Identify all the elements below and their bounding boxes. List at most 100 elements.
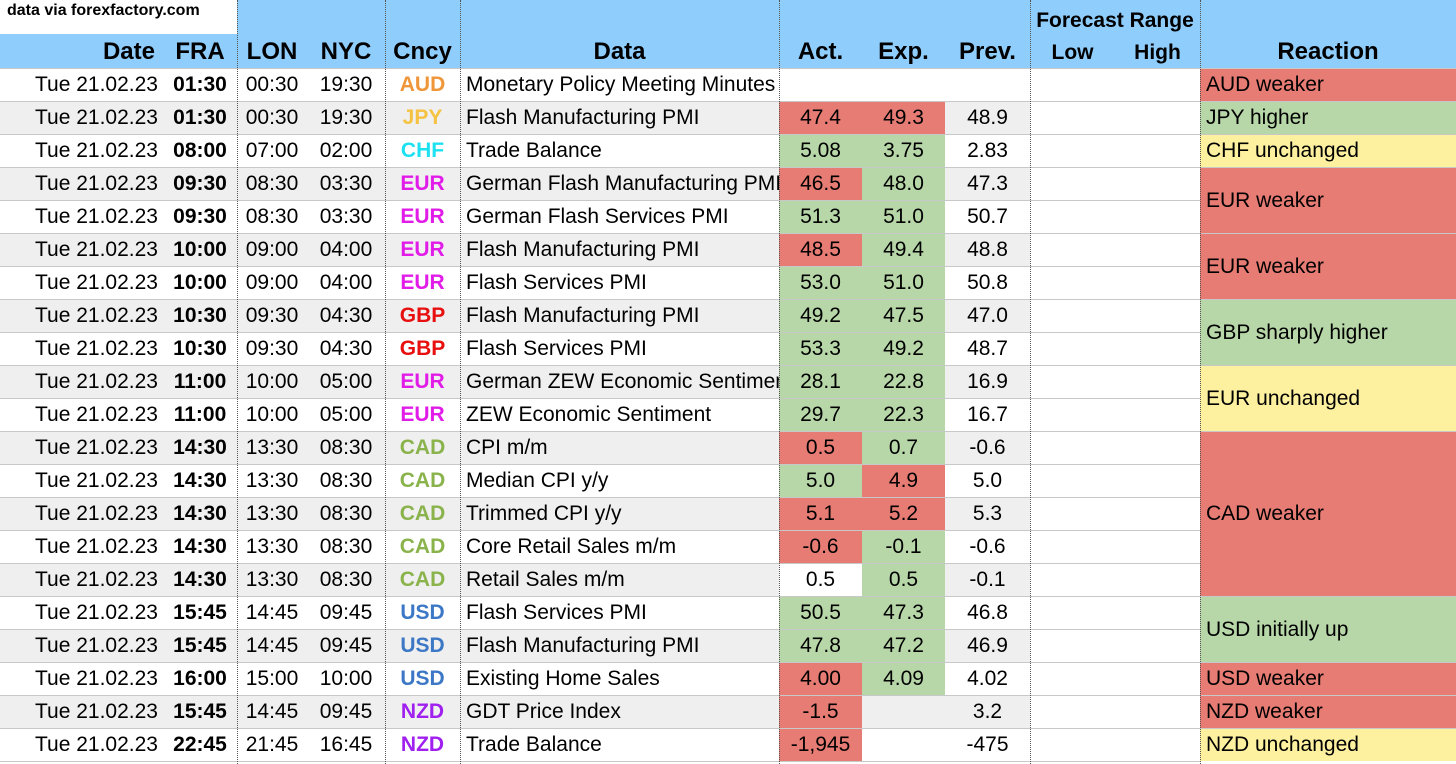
date-cell: Tue 21.02.23 — [35, 73, 158, 96]
column-divider — [237, 0, 238, 764]
row-background — [0, 167, 1200, 200]
currency-cell: EUR — [400, 238, 445, 261]
header-forecast-range: Forecast Range — [1036, 9, 1194, 32]
currency-cell: CAD — [399, 568, 446, 591]
forecast-high-cell — [1115, 398, 1200, 431]
forecast-high-cell — [1115, 68, 1200, 101]
column-divider — [779, 0, 780, 764]
row-background — [0, 629, 1200, 662]
lon-time-cell: 09:30 — [245, 337, 299, 360]
previous-value-cell: 48.8 — [967, 238, 1008, 261]
currency-cell: GBP — [399, 337, 446, 360]
fra-time-cell: 15:45 — [173, 601, 227, 624]
fra-time-cell: 08:00 — [173, 139, 227, 162]
header-date: Date — [102, 38, 155, 65]
row-background — [0, 596, 1200, 629]
fra-time-cell: 15:45 — [173, 634, 227, 657]
date-cell: Tue 21.02.23 — [35, 733, 158, 756]
forecast-high-cell — [1115, 695, 1200, 728]
expected-value-cell: 49.2 — [862, 332, 945, 365]
fra-time-cell: 14:30 — [173, 469, 227, 492]
event-name-cell: German Flash Services PMI — [466, 205, 729, 228]
date-cell: Tue 21.02.23 — [35, 502, 158, 525]
event-name-cell: Flash Manufacturing PMI — [466, 634, 700, 657]
reaction-cell: EUR unchanged — [1200, 365, 1456, 431]
lon-time-cell: 08:30 — [245, 205, 299, 228]
date-cell: Tue 21.02.23 — [35, 205, 158, 228]
row-background — [0, 695, 1200, 728]
expected-value-cell: -0.1 — [862, 530, 945, 563]
row-background — [0, 530, 1200, 563]
nyc-time-cell: 09:45 — [319, 700, 373, 723]
row-divider — [0, 200, 1200, 201]
row-background — [0, 266, 1200, 299]
actual-value-cell: 47.8 — [779, 629, 862, 662]
row-background — [0, 68, 1200, 101]
forecast-low-cell — [1030, 695, 1115, 728]
row-divider — [0, 266, 1200, 267]
previous-value-cell: 4.02 — [967, 667, 1008, 690]
actual-value-cell: 5.08 — [779, 134, 862, 167]
previous-value-cell: 3.2 — [972, 700, 1003, 723]
row-divider — [0, 761, 1200, 762]
lon-time-cell: 13:30 — [245, 469, 299, 492]
forecast-low-cell — [1030, 497, 1115, 530]
reaction-cell: CAD weaker — [1200, 431, 1456, 596]
header-prev: Prev. — [959, 38, 1016, 65]
forecast-low-cell — [1030, 398, 1115, 431]
forecast-low-cell — [1030, 200, 1115, 233]
nyc-time-cell: 02:00 — [319, 139, 373, 162]
reaction-cell: USD initially up — [1200, 596, 1456, 662]
currency-cell: NZD — [400, 700, 445, 723]
lon-time-cell: 00:30 — [245, 73, 299, 96]
lon-time-cell: 08:30 — [245, 172, 299, 195]
nyc-time-cell: 09:45 — [319, 634, 373, 657]
event-name-cell: Core Retail Sales m/m — [466, 535, 677, 558]
nyc-time-cell: 08:30 — [319, 502, 373, 525]
nyc-time-cell: 08:30 — [319, 535, 373, 558]
previous-value-cell — [945, 68, 1030, 101]
row-divider — [0, 563, 1200, 564]
expected-value-cell: 4.09 — [862, 662, 945, 695]
event-name-cell: Existing Home Sales — [466, 667, 660, 690]
row-background — [0, 563, 1200, 596]
row-background — [0, 464, 1200, 497]
date-cell: Tue 21.02.23 — [35, 337, 158, 360]
nyc-time-cell: 08:30 — [319, 469, 373, 492]
lon-time-cell: 07:00 — [245, 139, 299, 162]
nyc-time-cell: 10:00 — [319, 667, 373, 690]
forecast-low-cell — [1030, 266, 1115, 299]
previous-value-cell: -0.6 — [969, 436, 1006, 459]
fra-time-cell: 10:00 — [173, 271, 227, 294]
currency-cell: CAD — [399, 436, 446, 459]
currency-cell: USD — [400, 667, 445, 690]
currency-cell: EUR — [400, 205, 445, 228]
event-name-cell: Retail Sales m/m — [466, 568, 625, 591]
expected-value-cell: 51.0 — [862, 266, 945, 299]
event-name-cell: German ZEW Economic Sentiment — [466, 370, 779, 393]
expected-value-cell: 4.9 — [862, 464, 945, 497]
expected-value-cell: 5.2 — [862, 497, 945, 530]
fra-time-cell: 11:00 — [173, 403, 227, 426]
row-divider — [0, 299, 1200, 300]
date-cell: Tue 21.02.23 — [35, 667, 158, 690]
lon-time-cell: 14:45 — [245, 601, 299, 624]
actual-value-cell: 47.4 — [779, 101, 862, 134]
forecast-high-cell — [1115, 728, 1200, 761]
event-name-cell: Flash Services PMI — [466, 271, 647, 294]
lon-time-cell: 09:00 — [245, 238, 299, 261]
actual-value-cell: 5.0 — [779, 464, 862, 497]
actual-value-cell: 0.5 — [779, 563, 862, 596]
fra-time-cell: 01:30 — [173, 73, 227, 96]
previous-value-cell: 16.7 — [967, 403, 1008, 426]
date-cell: Tue 21.02.23 — [35, 304, 158, 327]
date-cell: Tue 21.02.23 — [35, 139, 158, 162]
nyc-time-cell: 05:00 — [319, 370, 373, 393]
forecast-low-cell — [1030, 662, 1115, 695]
forecast-low-cell — [1030, 596, 1115, 629]
date-cell: Tue 21.02.23 — [35, 535, 158, 558]
row-background — [0, 134, 1200, 167]
previous-value-cell: 50.8 — [967, 271, 1008, 294]
event-name-cell: Median CPI y/y — [466, 469, 609, 492]
forecast-high-cell — [1115, 167, 1200, 200]
